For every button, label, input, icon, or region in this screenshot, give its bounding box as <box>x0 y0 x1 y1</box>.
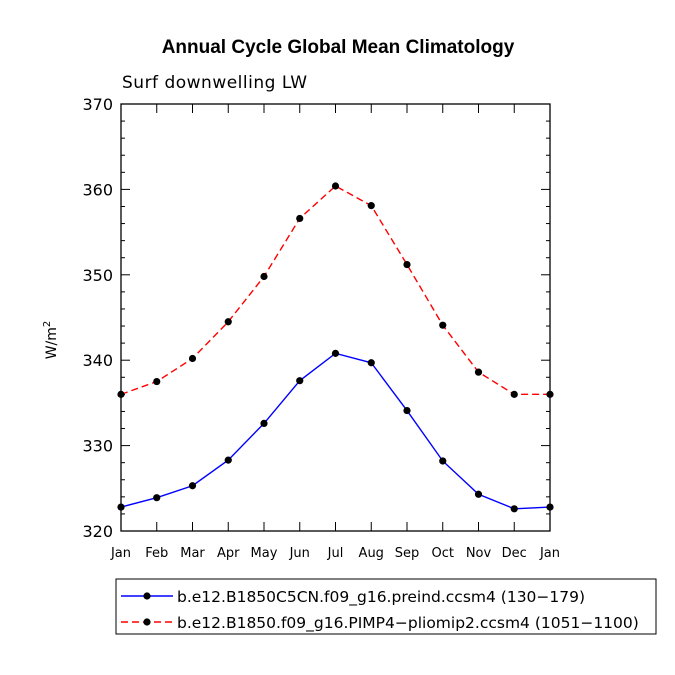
series-2-point <box>546 390 554 398</box>
series-1-point <box>117 503 125 511</box>
series-1-point <box>224 456 232 464</box>
series-2-point <box>403 260 411 269</box>
axis-ticks <box>120 103 551 532</box>
x-tick-label: Nov <box>466 546 492 561</box>
legend-label-1: b.e12.B1850C5CN.f09_g16.preind.ccsm4 (13… <box>177 588 585 607</box>
x-tick-label: Jun <box>289 546 310 561</box>
legend-marker-1 <box>143 592 151 600</box>
y-tick-label: 340 <box>82 351 113 370</box>
series-1-point <box>403 406 411 415</box>
legend: b.e12.B1850C5CN.f09_g16.preind.ccsm4 (13… <box>121 588 639 633</box>
x-tick-label: Apr <box>217 546 240 561</box>
y-tick-label: 360 <box>82 180 113 199</box>
series-1-point <box>260 419 268 427</box>
series-1-point <box>296 377 304 385</box>
y-tick-label: 330 <box>82 437 113 456</box>
series-2-point <box>224 318 232 326</box>
series-line-2 <box>120 185 550 396</box>
y-tick-label: 370 <box>82 95 113 114</box>
series-2-point <box>153 377 161 386</box>
series-2-point <box>188 354 197 363</box>
series-2-point <box>510 390 518 398</box>
series-2-point <box>296 214 304 223</box>
chart-title: Annual Cycle Global Mean Climatology <box>162 37 515 58</box>
x-tick-label: Jul <box>327 546 344 561</box>
series-1-point <box>439 457 447 465</box>
y-tick-label: 320 <box>82 522 113 541</box>
x-tick-label: Aug <box>359 546 384 561</box>
legend-box <box>115 578 657 635</box>
x-tick-label: May <box>251 546 278 561</box>
chart-subtitle: Surf downwelling LW <box>122 73 308 93</box>
series-2-point <box>367 202 375 210</box>
y-axis-label: W/m2 <box>42 321 60 360</box>
series-2-point <box>117 390 125 398</box>
x-tick-label: Jan <box>110 546 131 561</box>
series-1-point <box>367 359 375 367</box>
x-tick-label: Mar <box>180 546 205 561</box>
x-tick-label: Dec <box>502 546 527 561</box>
series-1-point <box>188 482 197 490</box>
series-2-point <box>439 321 447 329</box>
series-1-point <box>510 505 518 513</box>
x-tick-label: Sep <box>395 546 420 561</box>
x-tick-label: Jan <box>539 546 560 561</box>
series-2-point <box>474 368 483 376</box>
series-1-point <box>153 494 161 502</box>
legend-marker-2 <box>143 618 151 626</box>
series-1-point <box>474 490 483 498</box>
y-tick-labels: 320 330 340 350 360 370 <box>82 95 113 541</box>
plot-frame <box>120 103 551 532</box>
series-layer <box>117 182 554 513</box>
series-1-point <box>546 503 554 511</box>
series-2-point <box>260 272 268 281</box>
series-1-point <box>331 349 340 357</box>
y-tick-label: 350 <box>82 266 113 285</box>
x-tick-labels: Jan Feb Mar Apr May Jun Jul Aug Sep Oct Nov Dec Jan <box>110 546 560 561</box>
x-tick-label: Feb <box>145 546 168 561</box>
x-tick-label: Oct <box>432 546 454 561</box>
legend-label-2: b.e12.B1850.f09_g16.PIMP4−pliomip2.ccsm4… <box>177 614 639 633</box>
series-2-point <box>331 182 340 190</box>
